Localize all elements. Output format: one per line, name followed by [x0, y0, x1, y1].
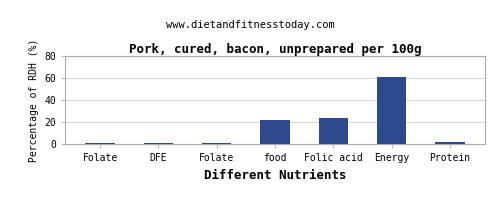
Text: www.dietandfitnesstoday.com: www.dietandfitnesstoday.com [166, 20, 334, 30]
Bar [319, 118, 348, 144]
Bar [377, 77, 406, 144]
Bar [202, 143, 231, 144]
Bar [436, 142, 464, 144]
Bar [144, 143, 173, 144]
Bar [260, 120, 290, 144]
Title: Pork, cured, bacon, unprepared per 100g: Pork, cured, bacon, unprepared per 100g [129, 43, 421, 56]
X-axis label: Different Nutrients: Different Nutrients [204, 169, 346, 182]
Bar [86, 143, 114, 144]
Y-axis label: Percentage of RDH (%): Percentage of RDH (%) [28, 38, 38, 162]
